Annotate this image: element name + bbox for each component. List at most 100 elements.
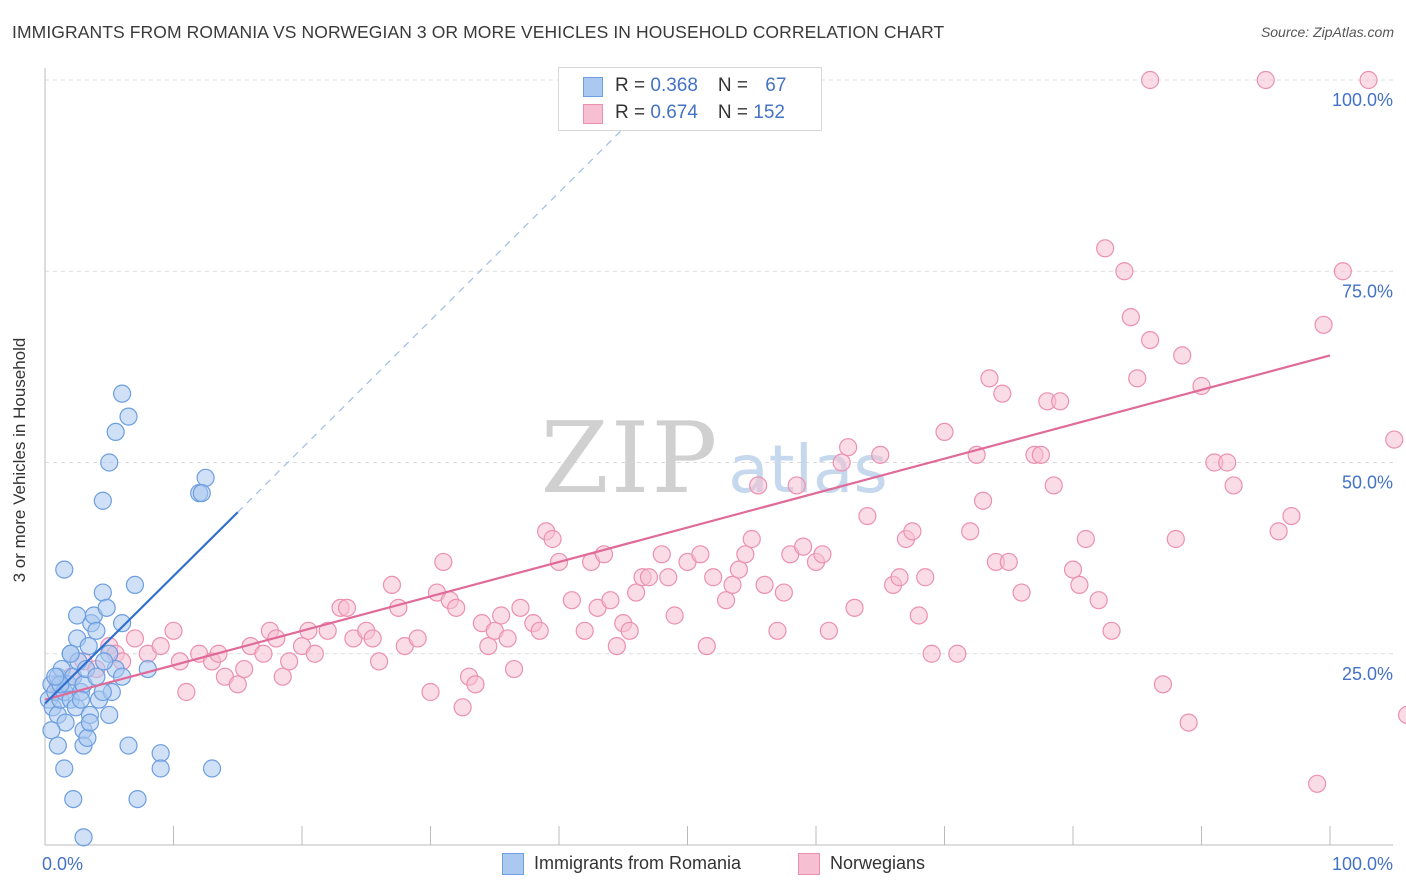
- norwegians-point: [723, 575, 742, 595]
- norwegians-point: [1333, 262, 1352, 281]
- y-tick-label: 75.0%: [1342, 281, 1393, 301]
- norwegians-point: [1282, 506, 1301, 526]
- norwegians-point: [1121, 308, 1140, 327]
- norwegians-point: [273, 667, 292, 686]
- norwegians-point: [1173, 346, 1192, 365]
- norwegians-point: [1269, 522, 1288, 541]
- romania-point: [61, 644, 80, 663]
- romania-points: [39, 384, 222, 847]
- norwegians-point: [337, 598, 357, 617]
- norwegians-point: [787, 476, 806, 495]
- legend-r-value: 0.368: [650, 75, 698, 96]
- norwegians-point: [1256, 70, 1275, 90]
- norwegians-point: [819, 621, 838, 640]
- norwegians-point: [839, 438, 858, 457]
- norwegians-point: [1128, 369, 1147, 388]
- norwegians-point: [935, 422, 954, 441]
- tick-labels: 25.0% 50.0% 75.0% 100.0% 0.0% 100.0%: [42, 90, 1393, 874]
- norwegians-point: [626, 583, 646, 602]
- norwegians-point: [993, 384, 1012, 403]
- norwegians-point: [659, 568, 678, 587]
- romania-point: [196, 468, 215, 487]
- y-tick-label: 50.0%: [1342, 473, 1393, 493]
- romania-point: [74, 828, 93, 847]
- norwegians-point: [434, 552, 453, 572]
- norwegians-point: [1153, 675, 1173, 694]
- norwegians-point: [832, 453, 851, 472]
- romania-point: [56, 713, 75, 732]
- norwegians-point: [1359, 70, 1378, 90]
- norwegians-point: [1096, 239, 1115, 258]
- norwegians-point: [691, 545, 710, 564]
- romania-point: [87, 621, 106, 640]
- norwegians-point: [601, 591, 620, 610]
- legend-r-label: R =: [615, 102, 651, 123]
- norwegians-point: [479, 636, 498, 656]
- romania-point: [80, 713, 100, 732]
- romania-point: [100, 705, 119, 725]
- romania-point: [55, 560, 74, 579]
- norwegians-point: [922, 644, 941, 663]
- norwegians-point: [729, 560, 749, 579]
- norwegians-point: [363, 629, 382, 648]
- legend-r-value: 0.674: [650, 102, 698, 123]
- norwegians-point: [466, 675, 485, 694]
- romania-point: [112, 614, 132, 633]
- romania-point: [97, 598, 116, 617]
- romania-point: [48, 736, 67, 755]
- norwegians-point: [1044, 476, 1063, 495]
- romania-point: [78, 728, 97, 748]
- norwegians-point: [1031, 445, 1050, 464]
- norwegians-point: [235, 659, 254, 679]
- bottom-legend-swatch-blue: [502, 853, 524, 875]
- norwegians-point: [652, 545, 671, 564]
- source-credit: Source: ZipAtlas.com: [1260, 24, 1394, 40]
- norwegians-point: [980, 369, 999, 388]
- norwegians-point: [492, 606, 511, 625]
- romania-point: [151, 744, 170, 763]
- legend-swatch-pink: [583, 104, 603, 124]
- norwegians-point: [736, 545, 755, 564]
- norwegians-point: [280, 652, 299, 671]
- norwegians-point: [305, 644, 324, 663]
- norwegians-point: [447, 598, 466, 617]
- norwegians-point: [370, 652, 389, 671]
- norwegians-point: [1115, 262, 1134, 281]
- y-tick-label: 100.0%: [1332, 90, 1393, 110]
- romania-point: [93, 583, 112, 602]
- norwegians-point: [1179, 713, 1198, 732]
- legend-n-label: N =: [717, 102, 754, 123]
- romania-point: [93, 491, 112, 510]
- romania-point: [128, 789, 147, 809]
- norwegians-point: [665, 606, 684, 625]
- norwegians-point: [1166, 529, 1185, 549]
- norwegians-point: [1012, 583, 1031, 602]
- norwegians-point: [697, 636, 716, 656]
- norwegians-point: [530, 621, 549, 640]
- norwegians-point: [639, 568, 659, 587]
- norwegians-point: [845, 598, 864, 617]
- norwegians-point: [961, 522, 980, 541]
- legend-n-value: 152: [753, 102, 785, 123]
- legend-text-romania: R = 0.368 N = 67: [615, 75, 786, 97]
- romania-point: [46, 667, 65, 686]
- norwegians-point: [562, 591, 581, 610]
- romania-point: [87, 667, 106, 686]
- stats-legend: R = 0.368 N = 67 R = 0.674 N = 152: [558, 67, 822, 131]
- romania-trend-line: [44, 511, 239, 705]
- norwegians-point: [890, 568, 909, 587]
- romania-point: [79, 636, 98, 656]
- norwegians-point: [1102, 621, 1121, 640]
- norwegians-point: [973, 491, 993, 510]
- norwegians-point: [1140, 331, 1160, 350]
- romania-point: [106, 422, 125, 441]
- romania-point: [71, 690, 91, 709]
- romania-point: [55, 759, 74, 778]
- norwegians-point: [408, 629, 427, 648]
- norwegians-point: [768, 621, 787, 640]
- norwegians-point: [794, 537, 813, 556]
- norwegians-point: [607, 636, 626, 656]
- norwegians-trend-line: [44, 354, 1331, 701]
- watermark-atlas: atlas: [728, 431, 888, 508]
- norwegians-point: [916, 568, 935, 587]
